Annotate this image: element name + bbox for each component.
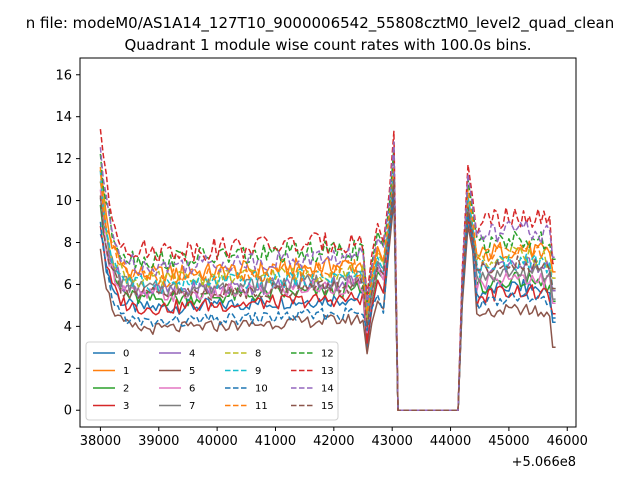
legend-entry-12: 12 [291,349,334,360]
legend-label: 10 [255,384,268,395]
x-tick-label: 41000 [255,434,296,449]
legend-entry-14: 14 [291,384,334,395]
series-line-5 [99,199,556,411]
y-tick-label: 2 [64,362,72,377]
x-tick-label: 46000 [547,434,588,449]
legend-label: 4 [189,349,195,360]
legend-label: 5 [189,366,195,377]
legend-label: 15 [321,401,334,412]
series-line-11 [99,157,556,411]
legend-entry-6: 6 [159,384,195,395]
legend-entry-5: 5 [159,366,195,377]
legend-label: 7 [189,401,195,412]
y-tick-label: 0 [64,404,72,419]
legend-entry-7: 7 [159,401,195,412]
y-tick-label: 14 [55,110,72,125]
y-tick-label: 12 [55,152,72,167]
legend-entry-2: 2 [93,384,129,395]
legend-entry-13: 13 [291,366,334,377]
legend-entry-0: 0 [93,349,129,360]
x-axis: 38000 39000 40000 41000 42000 43000 44000 45000… [80,427,588,449]
x-axis-offset-label: +5.066e8 [512,455,576,470]
legend-label: 9 [255,366,261,377]
series-line-15 [99,178,556,411]
y-tick-label: 4 [64,320,72,335]
x-tick-label: 38000 [80,434,121,449]
legend-label: 14 [321,384,334,395]
y-tick-label: 8 [64,236,72,251]
legend-label: 6 [189,384,195,395]
legend-label: 1 [123,366,129,377]
legend-label: 0 [123,349,129,360]
legend-label: 11 [255,401,268,412]
series-line-12 [99,147,556,411]
series-line-13 [99,129,556,411]
figure-suptitle: n file: modeM0/AS1A14_127T10_9000006542_… [26,14,615,33]
series-line-10 [99,187,556,411]
y-tick-label: 6 [64,278,72,293]
x-tick-label: 42000 [313,434,354,449]
legend-label: 3 [123,401,129,412]
series-line-14 [99,141,556,411]
legend-entry-11: 11 [225,401,268,412]
series-line-9 [99,166,556,411]
x-tick-label: 44000 [430,434,471,449]
chart-title: Quadrant 1 module wise count rates with … [124,36,531,54]
x-tick-label: 45000 [488,434,529,449]
legend-label: 12 [321,349,334,360]
series-line-1 [99,168,556,411]
legend-label: 13 [321,366,334,377]
legend-entry-3: 3 [93,401,129,412]
legend-entry-15: 15 [291,401,334,412]
series-line-3 [99,189,556,411]
legend-entry-10: 10 [225,384,268,395]
legend-box [85,341,339,421]
legend-entry-1: 1 [93,366,129,377]
x-tick-label: 40000 [196,434,237,449]
series-line-0 [99,189,556,411]
legend-label: 2 [123,384,129,395]
legend-label: 8 [255,349,261,360]
y-tick-label: 16 [55,68,72,83]
legend-entry-9: 9 [225,366,261,377]
y-axis: 0 2 4 6 8 10 12 14 16 [55,68,80,419]
legend-entry-4: 4 [159,349,195,360]
legend-entry-8: 8 [225,349,261,360]
x-tick-label: 39000 [138,434,179,449]
y-tick-label: 10 [55,194,72,209]
x-tick-label: 43000 [372,434,413,449]
